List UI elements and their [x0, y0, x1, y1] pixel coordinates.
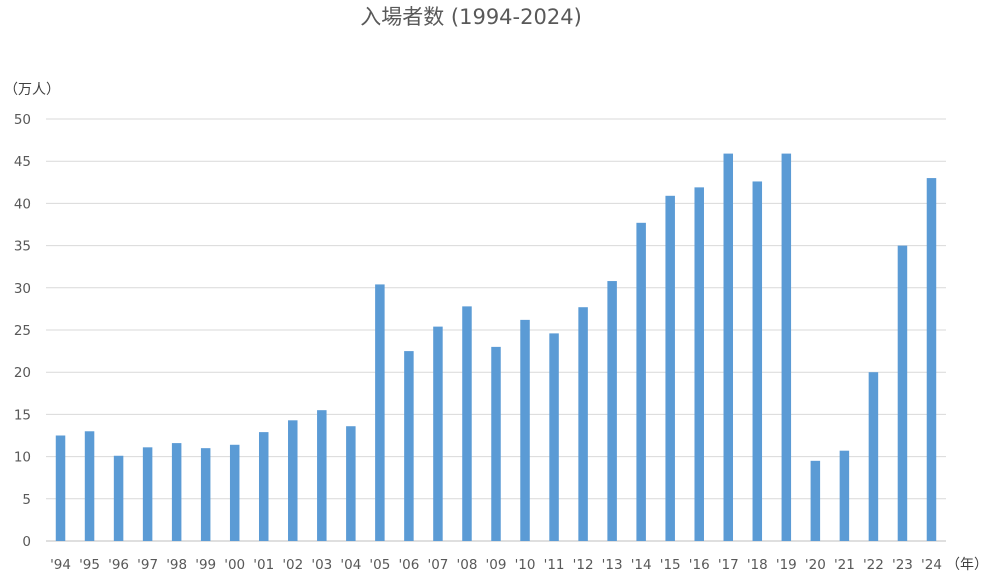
- y-tick-label: 20: [14, 365, 31, 381]
- x-tick-label: '12: [573, 557, 594, 573]
- x-tick-label: '21: [834, 557, 855, 573]
- x-tick-label: '16: [689, 557, 710, 573]
- x-tick-label: '02: [282, 557, 303, 573]
- bar: [462, 306, 472, 541]
- x-tick-label: '15: [660, 557, 681, 573]
- chart-title: 入場者数 (1994-2024): [360, 5, 582, 29]
- bar: [723, 153, 734, 541]
- y-axis-ticks: 0 5 10 15 20 25 30 35 40 45 50: [14, 112, 31, 550]
- y-tick-label: 35: [14, 239, 31, 255]
- bar: [84, 431, 95, 541]
- x-tick-label: '11: [544, 557, 565, 573]
- x-tick-label: '01: [253, 557, 274, 573]
- x-tick-label: '09: [486, 557, 507, 573]
- x-tick-label: '22: [863, 557, 884, 573]
- y-tick-label: 30: [14, 281, 31, 297]
- bar: [839, 450, 850, 541]
- x-tick-label: '19: [776, 557, 797, 573]
- x-tick-label: '03: [311, 557, 332, 573]
- bar: [636, 222, 646, 541]
- x-tick-label: '06: [398, 557, 419, 573]
- bar: [868, 372, 879, 541]
- bar: [491, 346, 501, 541]
- y-tick-label: 10: [14, 450, 31, 466]
- y-tick-label: 25: [14, 323, 31, 339]
- bar: [810, 460, 821, 541]
- bar: [229, 444, 240, 541]
- bar: [897, 245, 908, 541]
- bar: [171, 443, 182, 541]
- bar: [288, 420, 298, 541]
- bar: [404, 351, 414, 541]
- x-axis-ticks: '94 '95 '96 '97 '98 '99 '00 '01 '02 '03 '04 '05 '06 '…: [50, 557, 942, 573]
- x-tick-label: '96: [108, 557, 129, 573]
- y-tick-label: 45: [14, 154, 31, 170]
- x-tick-label: '17: [718, 557, 739, 573]
- x-tick-label: '05: [369, 557, 390, 573]
- x-tick-label: '20: [805, 557, 826, 573]
- bar: [781, 153, 792, 541]
- y-tick-label: 40: [14, 196, 31, 212]
- x-tick-label: '99: [195, 557, 216, 573]
- y-tick-label: 50: [14, 112, 31, 128]
- y-axis-unit-label: （万人）: [4, 82, 60, 98]
- bar: [55, 435, 66, 541]
- bar: [665, 195, 675, 542]
- bar: [694, 187, 704, 542]
- x-axis-unit-label: （年）: [946, 557, 986, 573]
- x-tick-label: '97: [137, 557, 158, 573]
- bar: [549, 333, 559, 541]
- bar: [113, 455, 124, 541]
- x-tick-label: '95: [79, 557, 100, 573]
- x-tick-label: '04: [340, 557, 361, 573]
- bar: [433, 326, 443, 541]
- x-tick-label: '00: [224, 557, 245, 573]
- x-tick-label: '24: [921, 557, 942, 573]
- x-tick-label: '14: [631, 557, 652, 573]
- bar: [926, 178, 937, 541]
- x-tick-label: '18: [747, 557, 768, 573]
- bar: [200, 448, 211, 541]
- bar: [607, 281, 617, 541]
- x-tick-label: '07: [427, 557, 448, 573]
- y-tick-label: 5: [22, 492, 31, 508]
- x-tick-label: '13: [602, 557, 623, 573]
- x-tick-label: '98: [166, 557, 187, 573]
- bar: [258, 432, 269, 541]
- bar: [578, 307, 588, 541]
- bar: [346, 426, 356, 541]
- y-tick-label: 0: [22, 534, 31, 550]
- bar: [520, 319, 530, 541]
- bar: [142, 447, 153, 541]
- y-tick-label: 15: [14, 407, 31, 423]
- x-tick-label: '94: [50, 557, 71, 573]
- x-tick-label: '10: [515, 557, 536, 573]
- x-tick-label: '23: [892, 557, 913, 573]
- bars: [55, 153, 937, 542]
- bar: [317, 410, 327, 541]
- bar: [752, 181, 763, 541]
- x-tick-label: '08: [457, 557, 478, 573]
- bar: [375, 284, 385, 541]
